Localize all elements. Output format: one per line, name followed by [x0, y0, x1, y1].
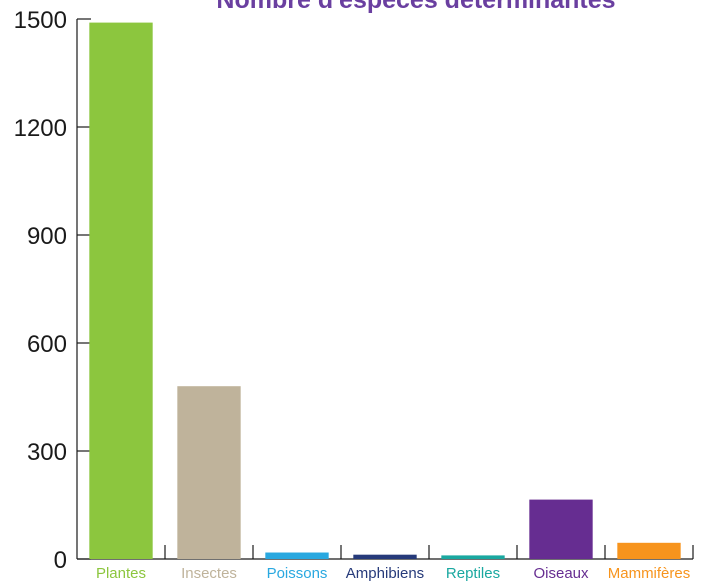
y-tick-label: 1200 — [14, 115, 67, 142]
category-label: Reptiles — [446, 565, 500, 582]
x-axis-ticks — [164, 545, 694, 559]
bar-amphibiens — [353, 554, 417, 559]
chart-title: Nombre d'espèces déterminantes — [216, 0, 615, 14]
category-label: Insectes — [181, 565, 237, 582]
y-tick-label: 1500 — [14, 7, 67, 34]
bar-insectes — [177, 386, 241, 559]
category-label: Amphibiens — [346, 565, 424, 582]
category-labels: Plantes Insectes Poissons Amphibiens Reptile… — [96, 565, 690, 582]
category-label: Mammifères — [608, 565, 691, 582]
y-tick-label: 600 — [27, 331, 67, 358]
bar-mammifères — [617, 542, 681, 559]
y-tick-label: 900 — [27, 223, 67, 250]
y-tick-label: 0 — [54, 547, 67, 574]
category-label: Plantes — [96, 565, 146, 582]
bar-plantes — [89, 22, 153, 560]
bar-reptiles — [441, 555, 505, 559]
bar-poissons — [265, 552, 329, 559]
category-label: Oiseaux — [533, 565, 589, 582]
bar-oiseaux — [529, 499, 593, 559]
y-tick-label: 300 — [27, 439, 67, 466]
bars — [89, 22, 681, 560]
y-axis-ticks: 0 300 600 900 1200 1500 — [14, 7, 91, 574]
category-label: Poissons — [267, 565, 328, 582]
